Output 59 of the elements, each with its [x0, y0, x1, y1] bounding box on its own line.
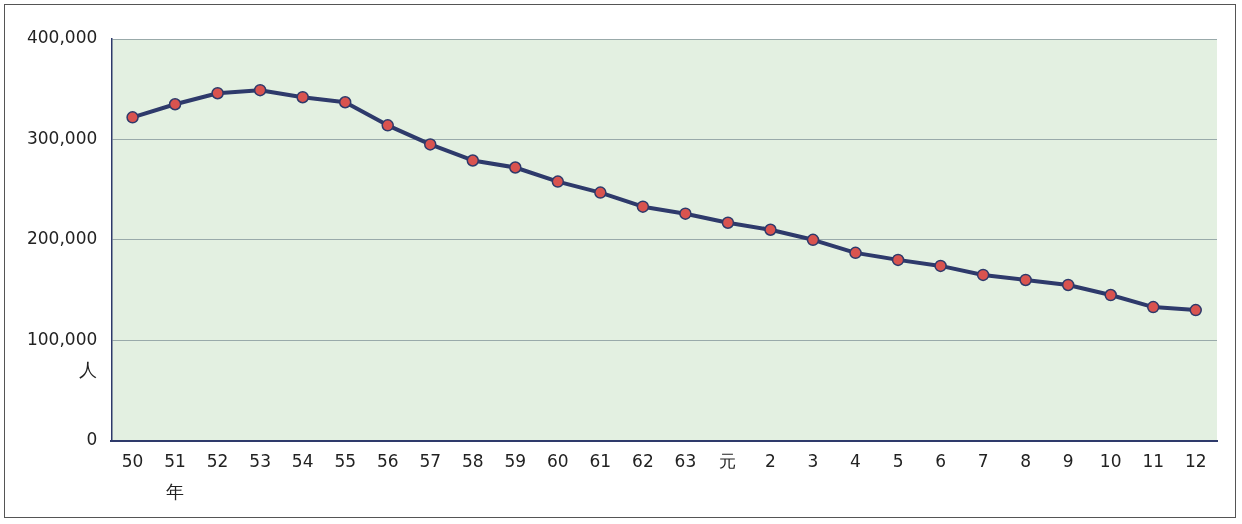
x-tick-label: 8	[1020, 451, 1032, 472]
x-tick-label: 50	[121, 451, 144, 472]
x-tick-label: 元	[719, 451, 737, 472]
point	[424, 138, 437, 151]
y-axis-title: 人	[79, 358, 98, 380]
x-tick-label: 54	[291, 451, 314, 472]
point	[253, 83, 267, 97]
point	[891, 253, 905, 267]
x-tick-label: 12	[1184, 451, 1207, 472]
x-tick-label: 51	[164, 451, 186, 472]
point	[338, 96, 352, 109]
x-axis-title: 年	[166, 481, 185, 503]
x-tick-label: 11	[1142, 451, 1165, 472]
y-tick-label: 300,000	[26, 127, 98, 148]
point	[126, 111, 139, 124]
point	[1019, 273, 1032, 287]
y-tick-label: 100,000	[26, 328, 98, 349]
x-tick-label: 2	[765, 451, 776, 472]
x-tick-label: 10	[1099, 451, 1122, 472]
point	[381, 119, 394, 132]
y-tick-label: 400,000	[26, 27, 98, 48]
point	[211, 86, 224, 100]
x-tick-label: 58	[461, 451, 484, 472]
point	[934, 259, 947, 273]
x-tick-label: 6	[935, 451, 946, 472]
point	[168, 98, 182, 111]
point	[976, 268, 990, 282]
x-tick-label: 4	[850, 451, 861, 472]
x-tick-label: 55	[334, 451, 357, 472]
x-tick-label: 60	[547, 451, 569, 472]
x-tick-label: 52	[206, 451, 229, 472]
x-tick-label: 9	[1062, 451, 1074, 472]
x-tick-label: 61	[589, 451, 612, 472]
point	[1189, 303, 1202, 317]
x-tick-label: 63	[674, 451, 697, 472]
point	[509, 161, 522, 174]
y-tick-label: 0	[86, 429, 98, 450]
point	[764, 223, 777, 237]
x-tick-label: 57	[419, 451, 442, 472]
x-tick-label: 5	[892, 451, 904, 472]
point	[551, 175, 565, 188]
x-tick-label: 62	[632, 451, 654, 472]
point	[594, 186, 607, 199]
point	[466, 154, 480, 167]
point	[721, 216, 735, 229]
x-tick-label: 7	[977, 451, 989, 472]
x-tick-label: 59	[504, 451, 527, 472]
point	[296, 90, 309, 104]
x-tick-label: 56	[376, 451, 399, 472]
point	[849, 246, 862, 260]
y-tick-label: 200,000	[26, 228, 98, 249]
point	[1061, 278, 1075, 292]
point	[636, 200, 650, 213]
x-tick-label: 3	[807, 451, 819, 472]
point	[806, 233, 820, 247]
point	[1104, 288, 1117, 302]
point	[679, 207, 692, 220]
x-tick-label: 53	[249, 451, 271, 472]
point	[1146, 300, 1160, 314]
